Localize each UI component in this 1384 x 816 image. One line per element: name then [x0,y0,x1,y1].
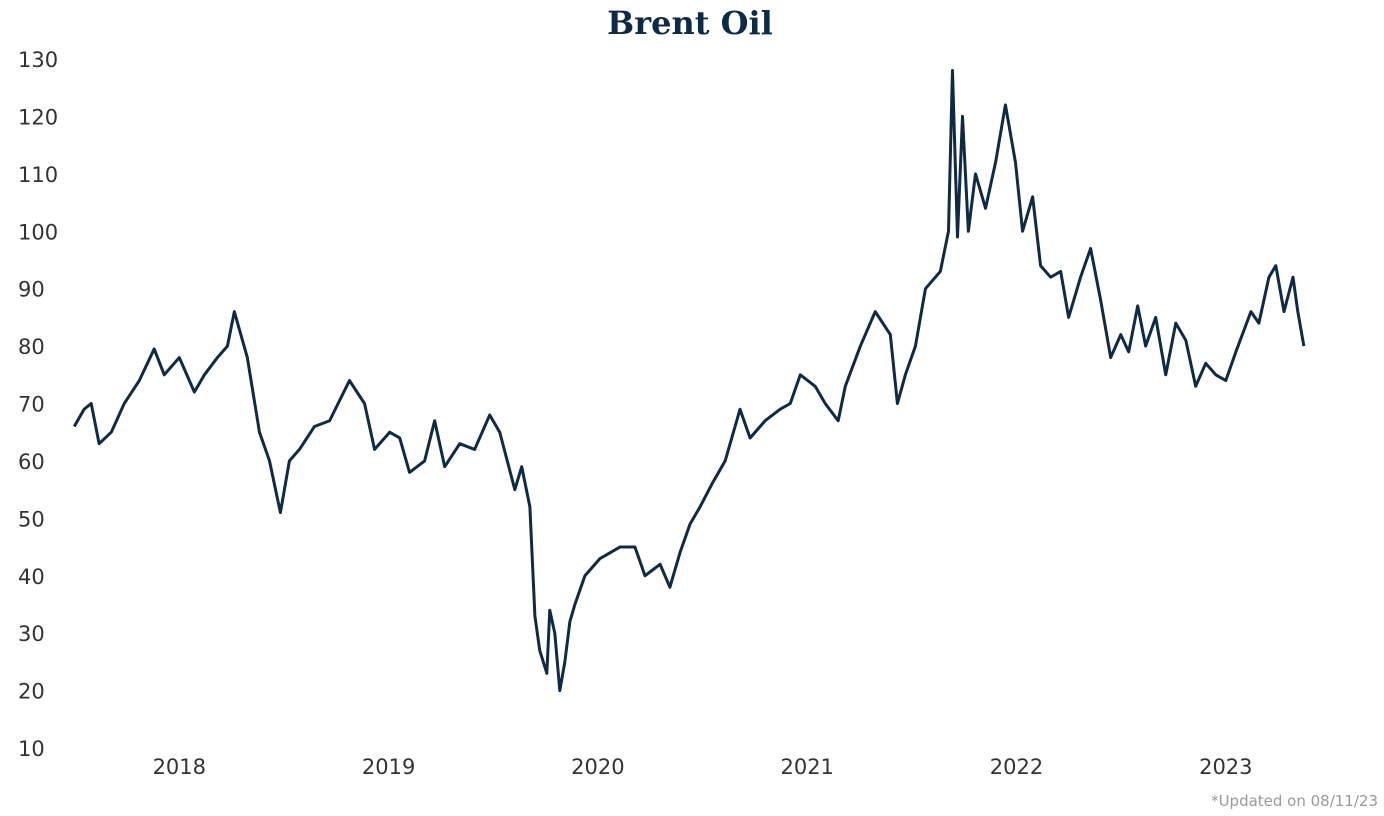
x-tick-label: 2020 [571,755,624,779]
y-tick-label: 100 [18,220,58,244]
y-tick-label: 80 [18,335,45,359]
x-tick-label: 2023 [1199,755,1252,779]
y-tick-label: 60 [18,450,45,474]
price-line [72,68,1306,693]
y-tick-label: 50 [18,507,45,531]
x-tick-label: 2018 [153,755,206,779]
y-tick-label: 70 [18,393,45,417]
y-tick-label: 10 [18,737,45,761]
y-tick-label: 30 [18,622,45,646]
x-tick-label: 2022 [990,755,1043,779]
y-tick-label: 130 [18,48,58,72]
chart-title: Brent Oil [607,4,773,42]
y-tick-label: 20 [18,680,45,704]
y-tick-label: 110 [18,163,58,187]
y-tick-label: 40 [18,565,45,589]
y-tick-label: 90 [18,278,45,302]
footnote: *Updated on 08/11/23 [1211,792,1378,810]
x-tick-label: 2021 [780,755,833,779]
x-tick-label: 2019 [362,755,415,779]
y-tick-label: 120 [18,105,58,129]
